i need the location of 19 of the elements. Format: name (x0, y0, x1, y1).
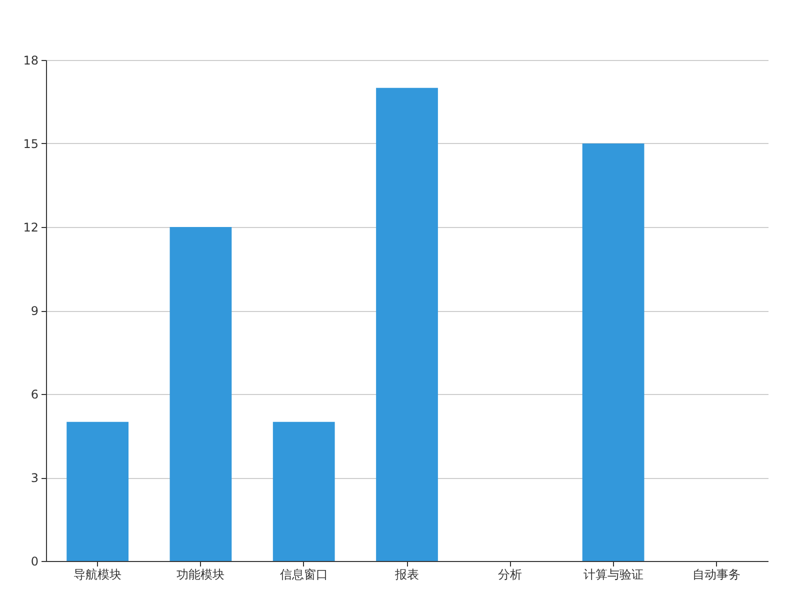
y-tick-label: 0 (30, 554, 38, 568)
bar (582, 144, 644, 561)
x-tick-label: 计算与验证 (583, 568, 644, 582)
x-tick-label: 导航模块 (74, 568, 122, 582)
x-tick-label: 报表 (394, 568, 419, 582)
y-tick-label: 3 (30, 471, 38, 485)
bar (66, 422, 129, 561)
x-tick-label: 信息窗口 (280, 568, 328, 582)
y-tick-label: 9 (30, 304, 38, 318)
bar (376, 88, 438, 561)
x-tick-label: 功能模块 (176, 568, 225, 582)
x-tick-label: 分析 (498, 568, 522, 582)
bar (170, 227, 232, 561)
bar (272, 422, 335, 561)
y-tick-label: 18 (23, 54, 38, 68)
y-tick-label: 12 (23, 220, 38, 234)
x-tick-label: 自动事务 (692, 568, 740, 582)
y-tick-label: 6 (30, 388, 38, 402)
y-tick-label: 15 (23, 137, 38, 151)
